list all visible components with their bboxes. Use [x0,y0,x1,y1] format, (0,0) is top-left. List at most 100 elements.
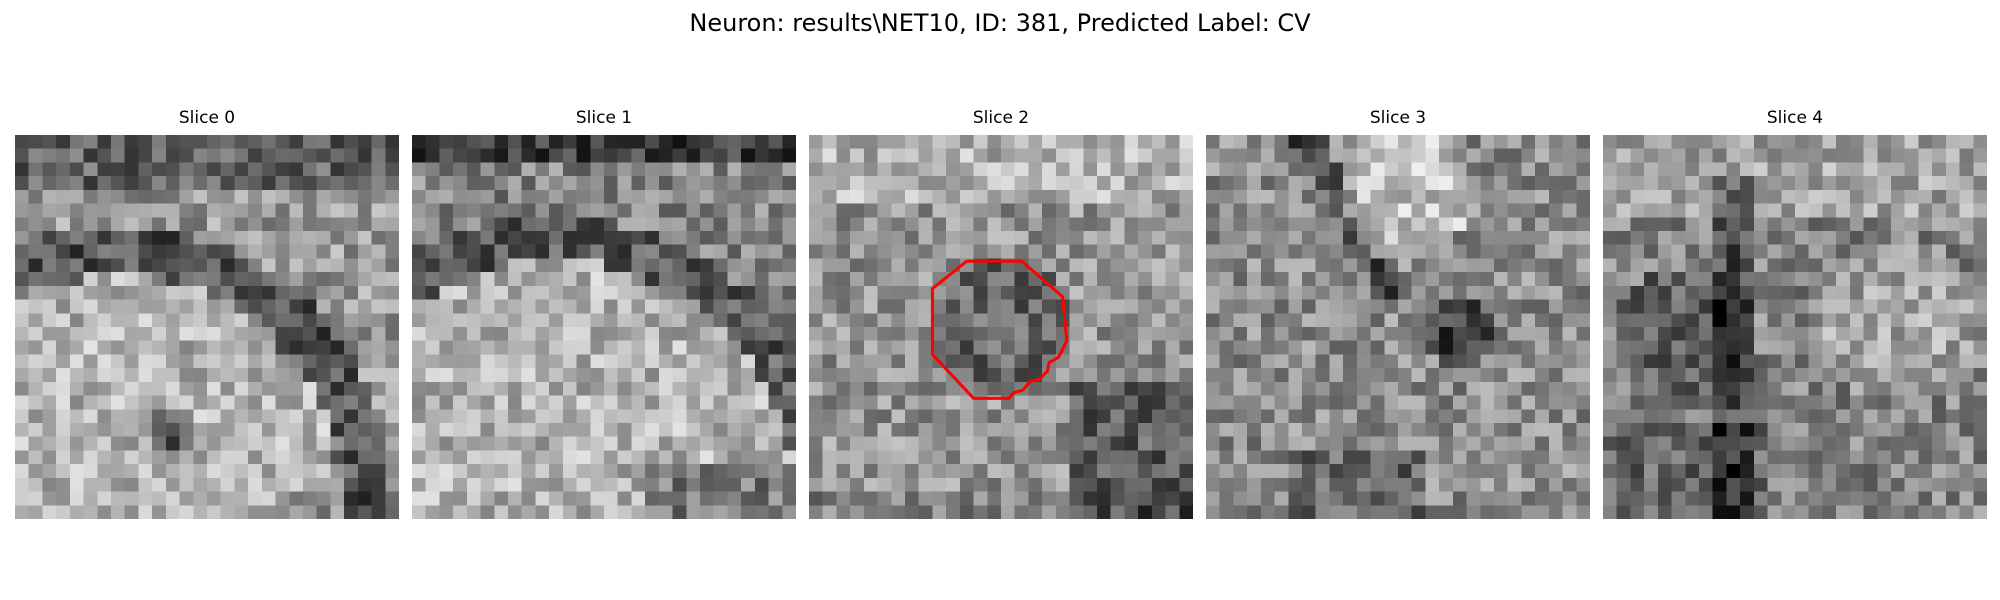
pixel [330,477,345,492]
pixel [316,368,331,383]
pixel [453,340,468,355]
pixel [617,436,632,451]
pixel [1740,244,1755,259]
pixel [1274,313,1289,328]
pixel [303,313,317,328]
pixel [1439,409,1454,424]
pixel [1315,258,1330,273]
pixel [1260,477,1275,492]
pixel [1712,244,1727,259]
pixel [234,299,249,314]
pixel [289,162,304,177]
pixel [836,354,851,369]
pixel [1562,395,1577,410]
pixel [124,354,139,369]
pixel [741,381,756,396]
pixel [1849,189,1864,204]
pixel [1097,409,1111,424]
pixel [1959,148,1974,163]
pixel [959,327,974,341]
pixel [562,189,577,204]
pixel [1247,299,1262,314]
pixel [1767,327,1782,341]
pixel [152,395,167,410]
pixel [453,244,468,259]
pixel [330,148,345,163]
pixel [138,272,153,287]
pixel [56,299,71,314]
pixel [371,340,386,355]
pixel [1630,423,1645,437]
pixel [1398,299,1412,314]
pixel [234,395,249,410]
pixel [412,368,426,383]
pixel [1288,162,1303,177]
pixel [809,409,823,424]
pixel [1055,409,1070,424]
pixel [521,340,536,355]
pixel [1110,395,1125,410]
pixel [344,395,359,410]
pixel [549,450,564,465]
pixel [631,203,646,218]
pixel [1247,368,1262,383]
pixel [1753,477,1768,492]
pixel [1384,464,1399,479]
pixel [1644,203,1659,218]
pixel [1083,395,1098,410]
pixel [1521,258,1536,273]
pixel [863,313,878,328]
pixel [234,244,249,259]
pixel [425,135,440,149]
pixel [1494,477,1508,492]
pixel [1685,231,1700,245]
pixel [1945,176,1960,191]
pixel [466,340,481,355]
pixel [1685,162,1700,177]
pixel [303,258,317,273]
pixel [959,464,974,479]
pixel [69,409,84,424]
pixel [371,285,386,300]
pixel [508,505,522,519]
pixel [439,327,454,341]
pixel [1343,285,1358,300]
pixel [69,381,84,396]
pixel [1507,436,1522,451]
pixel [877,381,892,396]
pixel [97,423,112,437]
pixel [850,285,865,300]
pixel [959,148,974,163]
pixel [1781,491,1796,506]
pixel [645,354,660,369]
pixel [782,258,796,273]
pixel [1083,203,1098,218]
pixel [604,135,618,149]
pixel [1219,258,1234,273]
pixel [905,464,919,479]
pixel [877,395,892,410]
pixel [344,231,359,245]
pixel [809,299,823,314]
pixel [1288,285,1303,300]
pixel [1616,189,1631,204]
pixel [590,176,605,191]
pixel [1521,395,1536,410]
pixel [850,464,865,479]
pixel [1069,285,1084,300]
pixel [1904,313,1919,328]
pixel [1165,285,1180,300]
pixel [330,299,345,314]
pixel [316,477,331,492]
pixel [932,258,947,273]
pixel [562,327,577,341]
pixel [672,176,687,191]
pixel [1055,176,1070,191]
pixel [439,354,454,369]
pixel [1726,217,1741,232]
pixel [932,135,947,149]
pixel [1260,135,1275,149]
pixel [330,491,345,506]
pixel [1069,231,1084,245]
pixel [165,409,180,424]
